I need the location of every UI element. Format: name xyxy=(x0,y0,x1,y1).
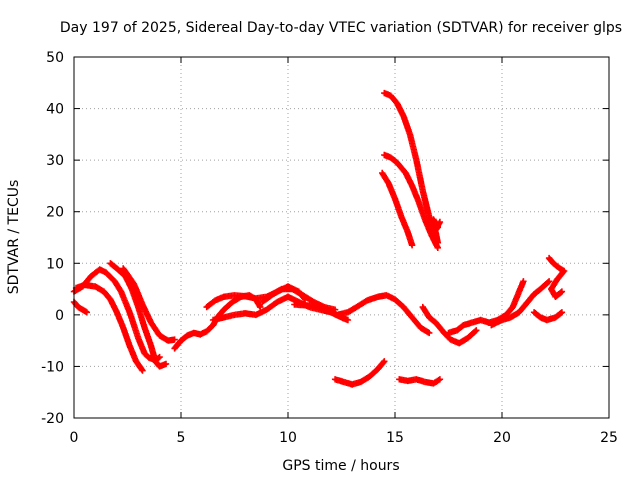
data-point xyxy=(139,367,146,374)
x-tick-label: 0 xyxy=(70,430,79,446)
data-points xyxy=(70,89,568,388)
y-tick-label: 20 xyxy=(46,205,64,221)
data-point xyxy=(472,328,479,335)
x-axis-label: GPS time / hours xyxy=(282,458,399,474)
series-arc-10 xyxy=(291,292,433,337)
data-point xyxy=(434,244,441,251)
x-tick-label: 15 xyxy=(386,430,404,446)
y-tick-label: -20 xyxy=(41,411,64,427)
y-tick-label: 50 xyxy=(46,50,64,66)
x-tick-label: 20 xyxy=(493,430,511,446)
series-arc-13 xyxy=(488,278,553,329)
data-point xyxy=(83,309,90,316)
data-point xyxy=(436,218,444,226)
series-arc-14 xyxy=(530,309,566,324)
data-point xyxy=(520,278,527,285)
series-arc-19 xyxy=(430,216,444,233)
series-arc-15 xyxy=(545,254,568,300)
x-tick-label: 10 xyxy=(279,430,297,446)
data-point xyxy=(162,360,170,368)
y-tick-label: 40 xyxy=(46,102,64,118)
data-point xyxy=(257,303,264,311)
series-arc-18 xyxy=(379,169,416,249)
series-arc-16 xyxy=(381,89,441,246)
series-arc-17 xyxy=(381,151,441,251)
y-tick-label: -10 xyxy=(41,359,64,375)
data-point xyxy=(344,316,352,324)
x-tick-label: 25 xyxy=(600,430,618,446)
data-point xyxy=(545,278,553,285)
series-arc-20 xyxy=(331,358,388,388)
chart-title: Day 197 of 2025, Sidereal Day-to-day VTE… xyxy=(60,20,622,36)
data-point xyxy=(381,358,388,365)
series-arc-4 xyxy=(120,265,178,344)
series-arc-5 xyxy=(70,298,90,316)
y-tick-label: 30 xyxy=(46,153,64,169)
data-point xyxy=(558,309,566,316)
y-axis-label: SDTVAR / TECUs xyxy=(6,180,22,295)
plot-frame xyxy=(73,56,610,419)
data-point xyxy=(171,336,178,343)
grid xyxy=(74,57,609,418)
axis-ticks: 0 5 10 15 20 25 -20 -10 0 10 20 30 40 50 xyxy=(41,50,618,446)
series-arc-21 xyxy=(396,376,444,387)
data-point xyxy=(380,359,387,366)
y-tick-label: 0 xyxy=(55,308,64,324)
data-point xyxy=(408,242,416,249)
data-point xyxy=(473,327,480,334)
data-point xyxy=(156,353,163,361)
x-tick-label: 5 xyxy=(177,430,186,446)
data-point xyxy=(436,376,444,383)
data-point xyxy=(435,376,442,384)
data-point xyxy=(557,309,565,317)
series-arc-2 xyxy=(72,281,146,374)
data-point xyxy=(426,329,433,337)
data-point xyxy=(558,288,566,295)
data-point xyxy=(557,289,565,296)
y-tick-label: 10 xyxy=(46,256,64,272)
data-point xyxy=(544,279,552,286)
